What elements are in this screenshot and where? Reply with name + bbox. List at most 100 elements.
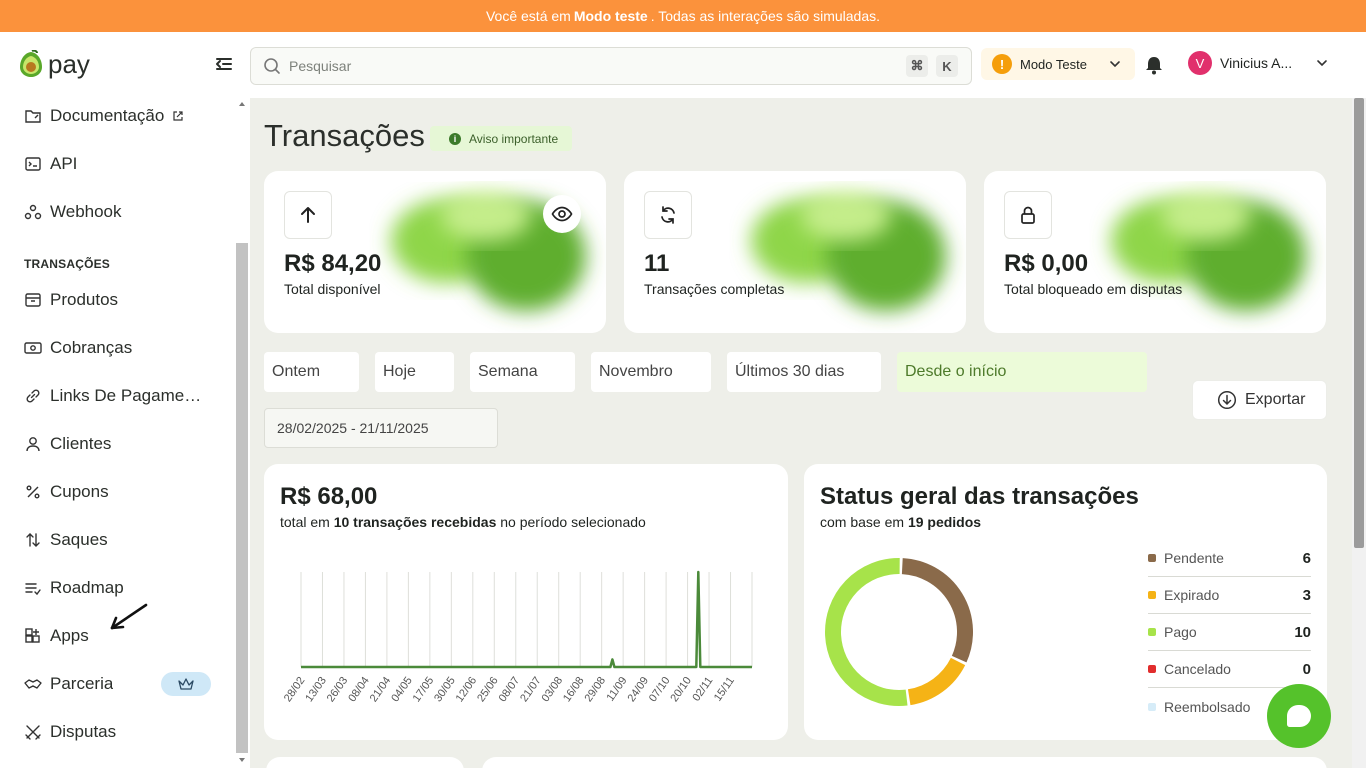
export-button[interactable]: Exportar [1192, 380, 1327, 420]
filter-semana[interactable]: Semana [470, 352, 575, 392]
sidebar-item-label: Disputas [50, 722, 117, 741]
data-point [697, 571, 700, 573]
sidebar-item-cupons[interactable]: Cupons [24, 480, 109, 504]
test-mode-banner: Você está em Modo teste . Todas as inter… [0, 0, 1366, 32]
x-tick-label: 21/07 [518, 675, 544, 704]
status-title: Status geral das transações [820, 483, 1139, 510]
chat-support-button[interactable] [1267, 684, 1331, 748]
sidebar-item-clientes[interactable]: Clientes [24, 432, 111, 456]
data-point [461, 666, 463, 668]
arrows-updown-icon [26, 533, 40, 547]
webhook-icon [24, 204, 42, 220]
folder-link-icon [25, 110, 41, 123]
data-point [654, 666, 657, 668]
annotation-arrow-icon [110, 603, 148, 630]
data-point [590, 666, 592, 668]
box-icon [25, 293, 41, 307]
series-line [301, 570, 752, 669]
data-point [547, 666, 549, 668]
stat-card-available: R$ 84,20 Total disponível [264, 171, 606, 333]
collapse-sidebar-icon[interactable] [212, 52, 236, 76]
sidebar-item-disputas[interactable]: Disputas [24, 720, 116, 744]
user-icon [26, 437, 40, 452]
data-point [482, 666, 485, 668]
sidebar-item-api[interactable]: API [24, 152, 77, 176]
sidebar-item-roadmap[interactable]: Roadmap [24, 576, 124, 600]
notification-bell-icon[interactable] [1143, 54, 1165, 76]
sidebar-scroll-up-icon[interactable] [238, 100, 246, 108]
data-point [332, 666, 335, 668]
legend-item-pendente: Pendente 6 [1148, 540, 1311, 577]
sidebar-item-saques[interactable]: Saques [24, 528, 108, 552]
warning-icon: ! [992, 54, 1012, 74]
stat-value: R$ 0,00 [1004, 250, 1089, 277]
legend-item-pago: Pago 10 [1148, 614, 1311, 651]
stat-icon-box [284, 191, 332, 239]
main-scrollbar[interactable] [1354, 98, 1364, 548]
legend-swatch [1148, 665, 1156, 673]
sidebar-item-label: Documentação [50, 106, 165, 125]
important-notice-badge[interactable]: i Aviso importante [430, 126, 573, 151]
status-card: Status geral das transações com base em … [804, 464, 1327, 740]
bottom-card-left [266, 757, 464, 768]
date-range-picker[interactable]: 28/02/2025 - 21/11/2025 [264, 408, 498, 448]
chevron-down-icon [1110, 61, 1120, 68]
link-icon [26, 389, 40, 403]
stat-card-blocked: R$ 0,00 Total bloqueado em disputas [984, 171, 1326, 333]
filter-hoje[interactable]: Hoje [375, 352, 454, 392]
grid-plus-icon [25, 628, 40, 643]
page-title: Transações [264, 118, 425, 153]
filter-novembro[interactable]: Novembro [591, 352, 711, 392]
section-title-transacoes: TRANSAÇÕES [24, 257, 111, 271]
x-tick-label: 02/11 [690, 675, 715, 704]
sidebar-item-apps[interactable]: Apps [24, 624, 89, 648]
data-point [611, 658, 614, 661]
stat-icon-box [644, 191, 692, 239]
sidebar-item-label: Links De Pagamentos [50, 386, 210, 405]
sidebar-item-label: API [50, 154, 78, 173]
search-bar[interactable]: ⌘ K [250, 47, 972, 85]
filter-ultimos-30-dias[interactable]: Últimos 30 dias [727, 352, 881, 392]
sidebar-item-parceria[interactable]: Parceria [24, 672, 113, 696]
sidebar-item-webhook[interactable]: Webhook [24, 200, 122, 224]
data-point [718, 666, 721, 668]
crown-icon [178, 678, 194, 690]
logo[interactable]: pay [18, 50, 90, 78]
decorative-blob [391, 191, 586, 311]
notice-label: Aviso importante [469, 131, 559, 146]
status-sub-bold: 19 pedidos [907, 514, 982, 530]
filter-desde-o-inicio[interactable]: Desde o início [897, 352, 1147, 392]
user-menu[interactable]: V Vinicius A... [1188, 51, 1328, 75]
search-input[interactable] [289, 58, 849, 74]
search-icon [264, 58, 280, 74]
sidebar-item-produtos[interactable]: Produtos [24, 288, 118, 312]
sidebar-scroll-down-icon[interactable] [238, 756, 246, 764]
data-point [568, 666, 571, 668]
x-tick-label: 25/06 [475, 675, 501, 704]
filter-ontem[interactable]: Ontem [264, 352, 359, 392]
x-tick-label: 15/11 [712, 675, 737, 704]
sidebar-item-links-de-pagamentos[interactable]: Links De Pagamentos [24, 384, 210, 408]
sidebar-item-label: Apps [50, 626, 89, 645]
toggle-visibility-button[interactable] [543, 195, 581, 233]
mode-selector[interactable]: ! Modo Teste [981, 48, 1135, 80]
sidebar-item-documentacao[interactable]: Documentação [24, 104, 184, 128]
eye-icon [551, 206, 573, 222]
mode-label: Modo Teste [1020, 56, 1087, 72]
legend-swatch [1148, 702, 1156, 711]
k-key: K [936, 55, 958, 77]
sidebar-scrollbar[interactable] [236, 243, 248, 753]
premium-badge [161, 672, 211, 696]
legend-label: Pago [1164, 624, 1197, 640]
legend-value: 6 [1302, 549, 1311, 567]
refresh-icon [661, 206, 675, 224]
legend-label: Pendente [1164, 550, 1224, 566]
x-tick-label: 20/10 [668, 675, 694, 704]
logo-text: pay [48, 49, 90, 79]
avocado-logo-icon [20, 50, 42, 77]
legend-value: 3 [1302, 586, 1311, 604]
stat-card-completed: 11 Transações completas [624, 171, 966, 333]
sidebar-item-cobrancas[interactable]: Cobranças [24, 336, 132, 360]
chevron-down-icon [1317, 60, 1327, 67]
sidebar-item-label: Roadmap [50, 578, 124, 597]
